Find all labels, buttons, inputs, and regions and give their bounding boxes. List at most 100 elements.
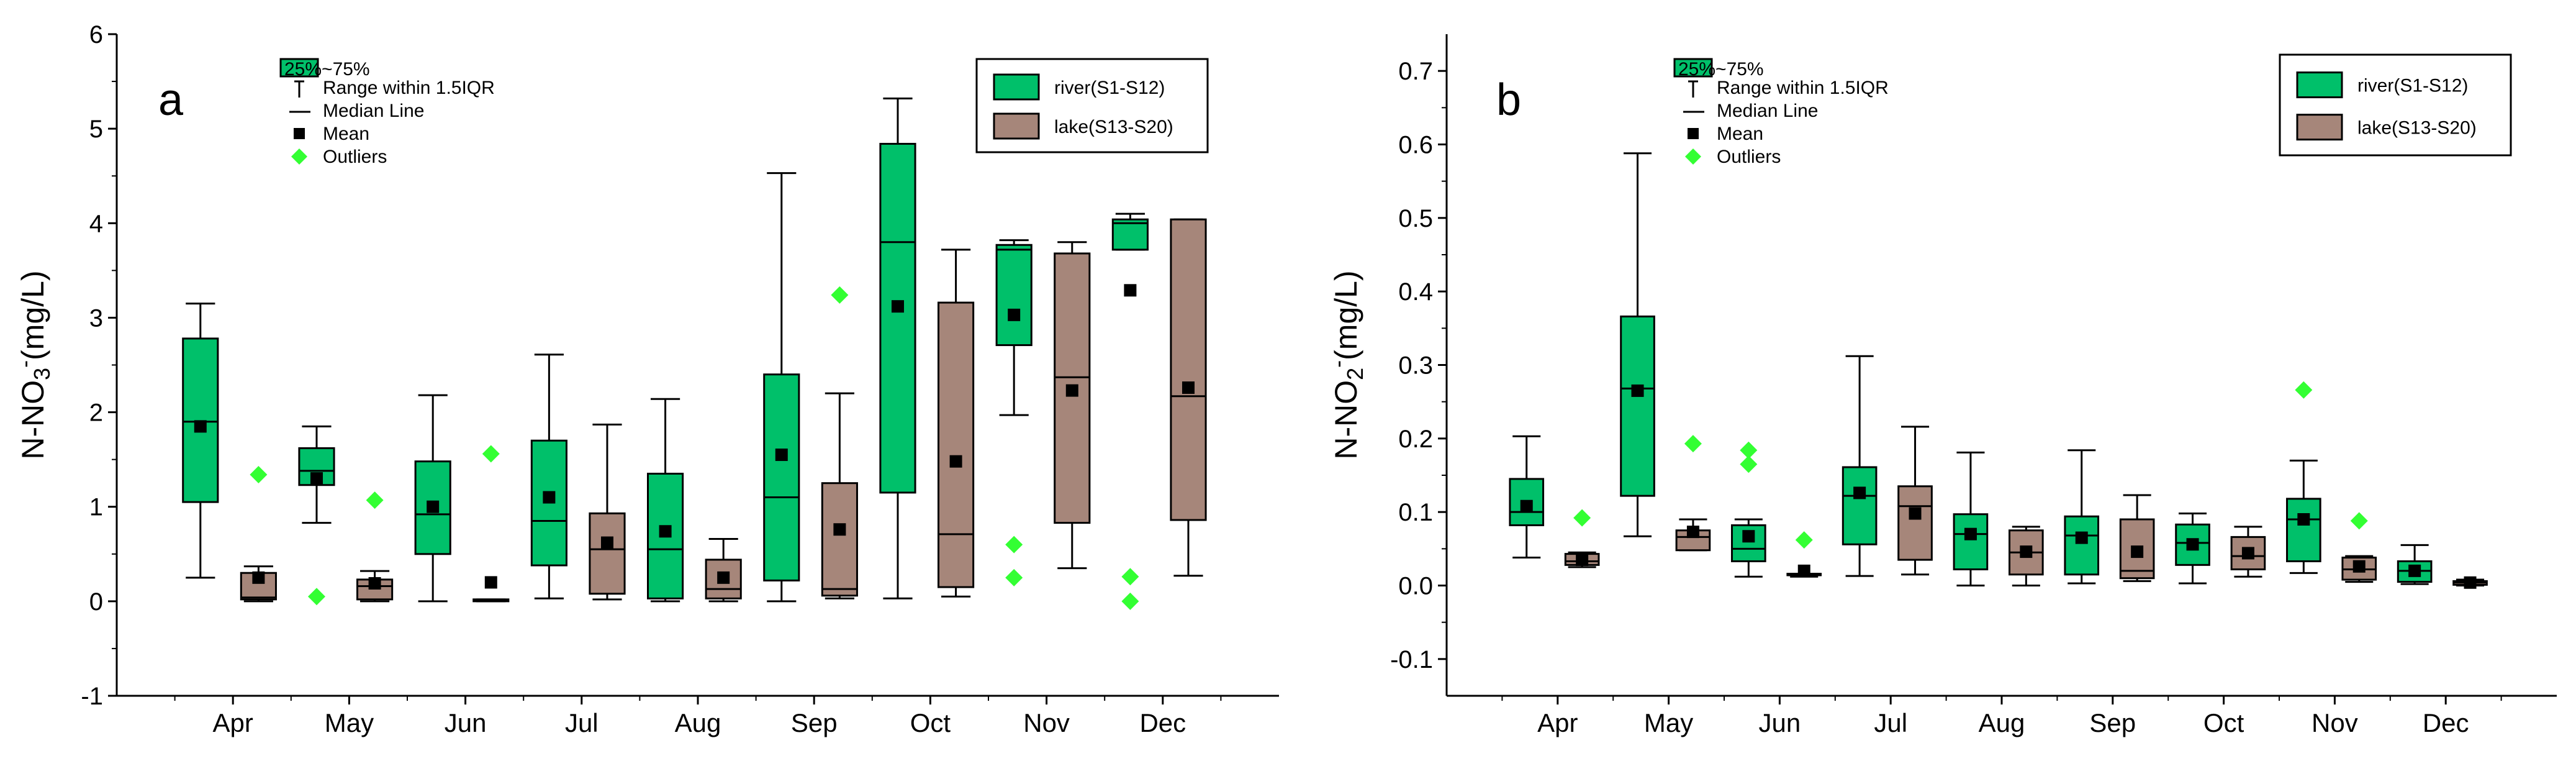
legend-box-label: 25%~75% xyxy=(1678,59,1764,80)
x-tick-label: Nov xyxy=(1023,708,1070,737)
x-tick-label: Jul xyxy=(1874,708,1907,737)
box-lake-Sep xyxy=(2119,494,2155,582)
legend-outlier-label: Outliers xyxy=(1717,147,1781,167)
box-lake-Jul xyxy=(1897,426,1933,576)
mean-marker xyxy=(949,455,962,468)
x-tick-label: May xyxy=(325,708,374,737)
chart-panel-a: -1 0 1 2 3 4 5 6 Apr May Jun Jul Aug Sep Oct Nov Dec N-NO… xyxy=(12,21,1279,737)
y-tick-label: 0.2 xyxy=(1398,426,1433,453)
iqr-box xyxy=(763,373,800,581)
y-tick-label: 3 xyxy=(89,304,103,332)
x-tick-label: Jun xyxy=(1759,708,1801,737)
legend-box-swatch xyxy=(1673,58,1713,78)
iqr-box xyxy=(1842,466,1878,545)
outlier-marker xyxy=(1005,568,1023,586)
box-river-Dec xyxy=(1111,212,1149,610)
x-tick-label: Oct xyxy=(2203,708,2244,737)
box-river-Jul xyxy=(530,353,567,600)
box-river-Dec xyxy=(2397,544,2433,585)
mean-marker xyxy=(2464,576,2477,589)
stats-legend: 25%~75%Range within 1.5IQR Median Line Mea… xyxy=(279,58,495,167)
mean-marker xyxy=(1631,384,1644,397)
legend-mean-swatch xyxy=(1688,128,1699,139)
box-river-Jul xyxy=(1842,355,1878,577)
box-lake-Sep xyxy=(821,286,858,600)
legend-lake-swatch xyxy=(993,112,1040,140)
box-lake-Jun xyxy=(1786,531,1822,578)
outlier-marker xyxy=(1795,531,1813,549)
outlier-marker xyxy=(1121,592,1139,610)
legend-river-label: river(S1-S12) xyxy=(1054,78,1165,98)
box-lake-Oct xyxy=(938,248,975,598)
x-tick-label: Sep xyxy=(791,708,838,737)
x-tick-label: Jun xyxy=(445,708,487,737)
box-river-Aug xyxy=(1953,451,1989,586)
mean-marker xyxy=(1686,526,1699,539)
mean-marker xyxy=(427,500,440,513)
chart-panel-b: -0.1 0.0 0.1 0.2 0.3 0.4 0.5 0.6 0.7 Apr May Jun Jul… xyxy=(1325,34,2557,737)
box-lake-Aug xyxy=(2009,526,2044,586)
iqr-box xyxy=(589,512,626,595)
mean-marker xyxy=(543,491,556,504)
mean-marker xyxy=(833,523,846,536)
box-lake-Aug xyxy=(705,537,742,603)
box-river-Aug xyxy=(647,398,684,603)
box-lake-Oct xyxy=(2230,526,2266,578)
iqr-box xyxy=(1953,513,1989,570)
x-tick-label: Aug xyxy=(1979,708,2025,737)
outlier-marker xyxy=(366,491,384,509)
box-river-Apr xyxy=(1509,435,1545,559)
box-lake-Dec xyxy=(2452,576,2488,589)
panel-label: a xyxy=(158,75,184,125)
box-river-May xyxy=(298,425,335,606)
box-river-Sep xyxy=(763,172,800,603)
outlier-marker xyxy=(2295,381,2313,399)
outlier-marker xyxy=(1573,509,1591,527)
iqr-box xyxy=(2286,498,2321,562)
y-tick-label: 0 xyxy=(89,588,103,616)
mean-marker xyxy=(775,449,788,462)
mean-marker xyxy=(2020,545,2033,559)
box-lake-May xyxy=(356,491,394,603)
mean-marker xyxy=(1909,507,1922,520)
iqr-box xyxy=(705,559,742,600)
box-lake-Jul xyxy=(589,423,626,601)
box-river-Nov xyxy=(995,239,1033,586)
x-tick-label: Aug xyxy=(675,708,721,737)
outlier-marker xyxy=(482,445,500,463)
outlier-marker xyxy=(1740,441,1758,459)
box-river-Sep xyxy=(2064,449,2100,585)
box-river-Oct xyxy=(2175,513,2210,585)
y-tick-label: 1 xyxy=(89,494,103,521)
mean-marker xyxy=(2075,531,2088,544)
box-river-Oct xyxy=(879,97,916,600)
legend-river-label: river(S1-S12) xyxy=(2357,76,2468,96)
legend-river-swatch xyxy=(2296,71,2343,99)
mean-marker xyxy=(1008,308,1021,321)
mean-marker xyxy=(600,536,613,549)
y-tick-label: 6 xyxy=(89,21,103,48)
iqr-box xyxy=(1620,315,1655,497)
mean-marker xyxy=(2131,545,2144,559)
x-tick-label: Oct xyxy=(910,708,951,737)
series-legend: river(S1-S12) lake(S13-S20) xyxy=(2279,53,2512,157)
legend-mean-label: Mean xyxy=(1717,124,1763,144)
iqr-box xyxy=(2064,515,2100,576)
outlier-marker xyxy=(307,588,325,606)
iqr-box xyxy=(821,482,858,597)
legend-outlier-swatch xyxy=(291,148,307,165)
legend-mean-swatch xyxy=(294,128,305,139)
mean-marker xyxy=(194,420,207,433)
mean-marker xyxy=(1964,527,1977,540)
legend-range-label: Range within 1.5IQR xyxy=(323,78,495,98)
y-tick-label: 0.5 xyxy=(1398,205,1433,232)
legend-outlier-label: Outliers xyxy=(323,147,387,167)
y-tick-label: -1 xyxy=(81,683,103,710)
y-tick-label: 0.7 xyxy=(1398,58,1433,85)
mean-marker xyxy=(484,576,497,589)
legend-river-swatch xyxy=(993,73,1040,101)
series-legend: river(S1-S12) lake(S13-S20) xyxy=(975,58,1209,153)
x-tick-label: Jul xyxy=(565,708,599,737)
mean-marker xyxy=(1124,284,1137,297)
box-lake-Apr xyxy=(1564,509,1600,568)
